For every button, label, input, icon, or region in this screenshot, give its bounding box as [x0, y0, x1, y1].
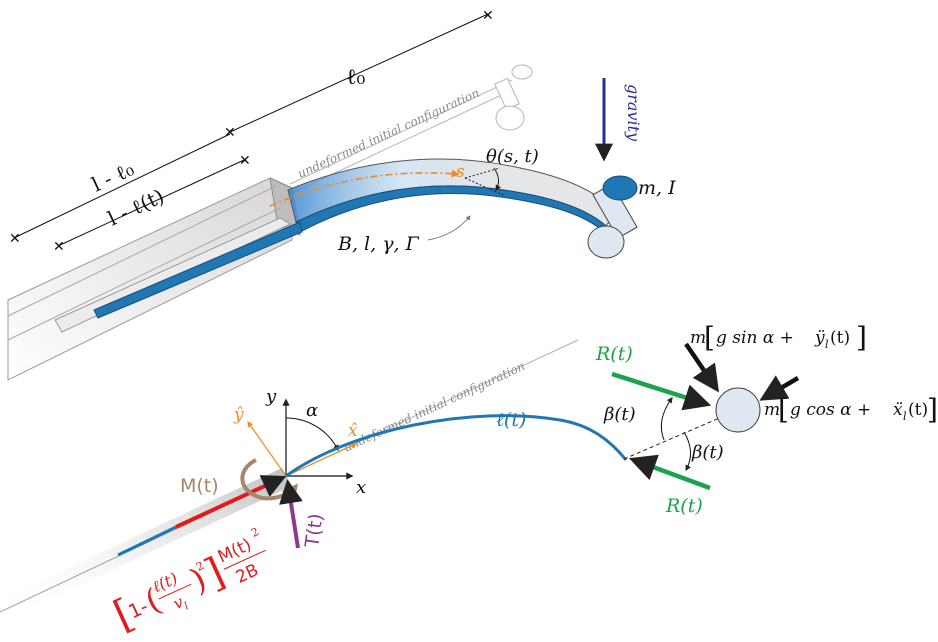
- force-y-arrow: [684, 342, 720, 393]
- dim-l-minus-lt: ✕ ✕: [53, 153, 251, 255]
- svg-text:l: l: [825, 338, 829, 351]
- deformed-curve: [285, 414, 628, 478]
- moment-label: M(t): [180, 475, 219, 497]
- dim-l-minus-lt-label: l - ℓ(t): [104, 184, 168, 231]
- svg-text:[: [: [704, 321, 715, 354]
- yhat-label: ŷ: [233, 405, 244, 425]
- theta-label: θ(s, t): [486, 146, 539, 167]
- eq-y: m [ g sin α + ÿ l (t) ]: [690, 321, 867, 354]
- svg-text:2: 2: [249, 525, 261, 540]
- gravity-label: gravity: [624, 84, 643, 142]
- svg-text:l: l: [183, 601, 190, 612]
- svg-text:m: m: [690, 328, 706, 348]
- xhat-label: x̂: [348, 421, 358, 441]
- R-top-label: R(t): [595, 343, 633, 365]
- T-arrow: [279, 479, 303, 549]
- beta-left-arc: [660, 397, 673, 441]
- svg-text:✕: ✕: [224, 125, 236, 141]
- dim-l0-label: ℓ₀: [346, 65, 366, 90]
- R-top-arrow: [611, 371, 712, 411]
- undeformed-label-bottom: undeformed initial configuration: [341, 359, 527, 455]
- force-x-arrow: [759, 375, 800, 401]
- beta-right-arc: [683, 431, 691, 472]
- svg-text:✕: ✕: [239, 153, 251, 169]
- svg-text:✕: ✕: [53, 239, 65, 255]
- svg-text:ẍ: ẍ: [893, 400, 903, 420]
- theta-angle: [464, 167, 506, 197]
- alpha-arc: [285, 417, 339, 452]
- params-label: B, l, γ, Γ: [337, 233, 420, 255]
- bottom-mass: [715, 387, 761, 433]
- x-axis-label: x: [356, 477, 366, 498]
- svg-text:✕: ✕: [9, 231, 21, 247]
- svg-text:2: 2: [194, 559, 206, 574]
- bottom-rod-in-sleeve: [117, 525, 177, 557]
- R-bottom-arrow: [628, 454, 711, 491]
- svg-text:]: ]: [856, 321, 867, 354]
- yhat-axis: [247, 421, 287, 477]
- svg-text:2B: 2B: [233, 560, 262, 588]
- end-mass: [587, 175, 638, 259]
- mass-inertia-label: m, I: [638, 177, 676, 199]
- xhat-axis: [285, 443, 358, 477]
- R-bottom-label: R(t): [665, 495, 703, 517]
- arc-length-s: s: [456, 162, 465, 182]
- svg-text:l: l: [903, 410, 907, 423]
- svg-text:✕: ✕: [482, 8, 494, 24]
- alpha-label: α: [306, 400, 318, 421]
- svg-text:g sin α +: g sin α +: [716, 328, 794, 348]
- red-force-arrow: [175, 475, 287, 529]
- arc-length-path: [269, 169, 460, 207]
- beta-left-label: β(t): [603, 404, 636, 425]
- svg-text:(t): (t): [830, 328, 850, 348]
- deformed-rod: [93, 158, 617, 319]
- svg-text:[: [: [778, 393, 789, 426]
- force-expression: [ 1- ( ℓ̇(t) v l ) 2 ] M(t) 2 2B: [107, 525, 267, 639]
- y-axis-label: y: [265, 386, 277, 407]
- lt-label: ℓ(t): [496, 409, 526, 431]
- params-pointer: [427, 215, 471, 241]
- svg-text:g cos α +: g cos α +: [790, 400, 871, 420]
- svg-text:]: ]: [927, 393, 938, 426]
- svg-text:m: m: [764, 400, 780, 420]
- eq-x: m [ g cos α + ẍ l (t) ]: [764, 393, 938, 426]
- svg-text:ÿ: ÿ: [814, 328, 825, 348]
- dim-l-minus-l0: ✕: [9, 133, 231, 247]
- T-label: T(t): [301, 512, 328, 550]
- beta-right-label: β(t): [691, 442, 724, 463]
- svg-text:(t): (t): [908, 400, 928, 420]
- dim-l0: ✕ ✕: [224, 8, 494, 141]
